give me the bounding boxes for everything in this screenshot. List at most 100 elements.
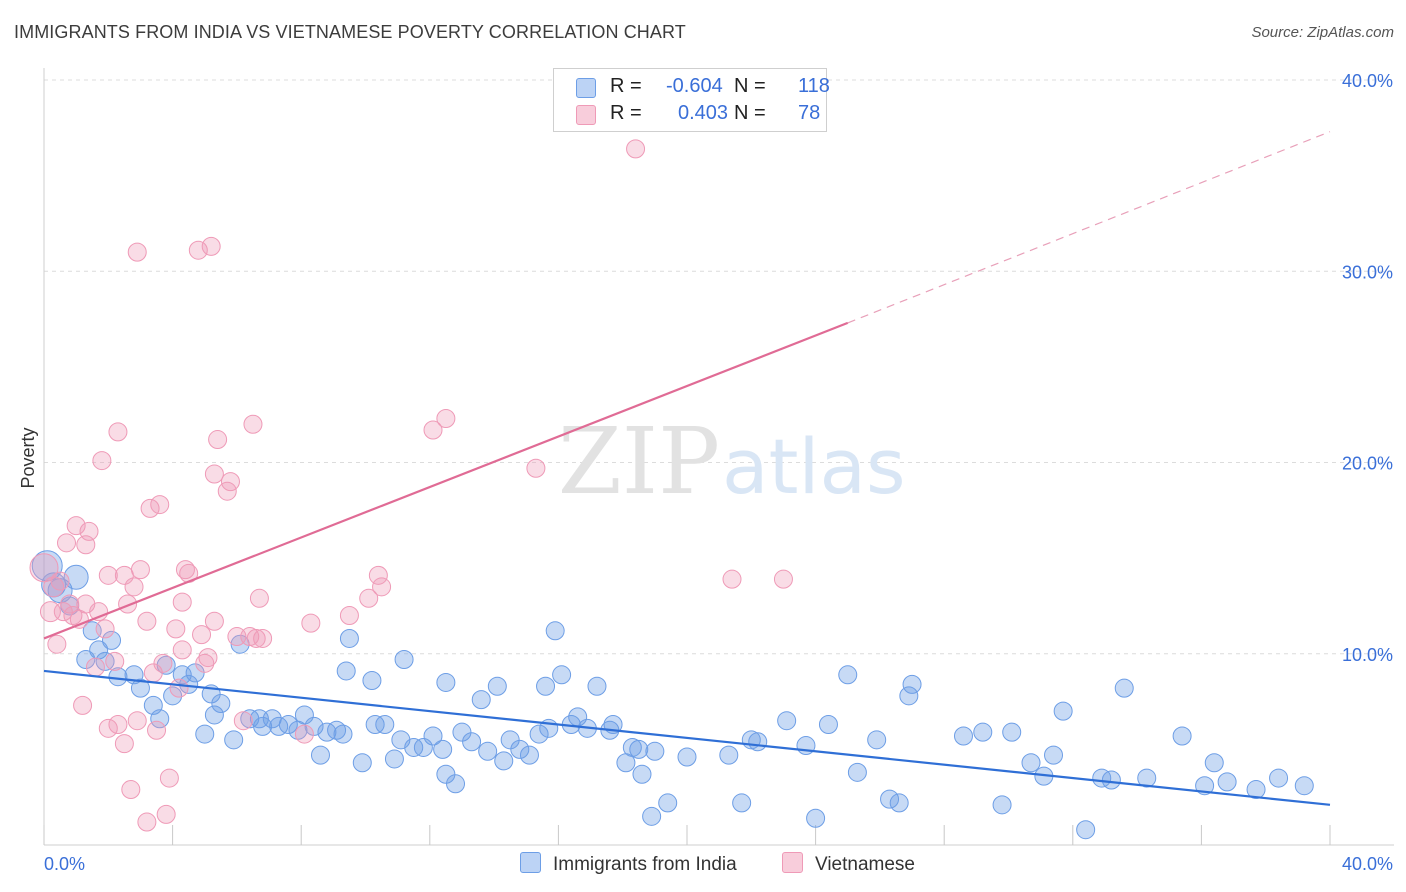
x-tick-label: 0.0% <box>44 854 85 874</box>
point-india <box>529 724 549 744</box>
bottom-legend-swatch-india <box>520 852 541 873</box>
source-label: Source: ZipAtlas.com <box>1251 24 1394 41</box>
legend-r-value: -0.604 <box>666 75 723 97</box>
point-vietnamese <box>249 588 269 608</box>
point-vietnamese <box>95 619 115 639</box>
point-india <box>1114 678 1134 698</box>
point-vietnamese <box>47 634 67 654</box>
point-vietnamese <box>57 533 77 553</box>
point-india <box>63 564 89 590</box>
point-india <box>748 732 768 752</box>
bottom-legend-swatch-vietnamese <box>782 852 803 873</box>
point-vietnamese <box>301 613 321 633</box>
data-points <box>29 99 1314 840</box>
point-vietnamese <box>204 464 224 484</box>
legend-r-label: R = <box>610 102 642 124</box>
point-india <box>1172 726 1192 746</box>
point-india <box>317 722 337 742</box>
legend: R = -0.604 N = 118 R = 0.403 N = 78 <box>553 68 830 132</box>
legend-swatch-india <box>576 78 596 98</box>
point-india <box>889 793 909 813</box>
point-vietnamese <box>436 409 456 429</box>
point-india <box>1294 776 1314 796</box>
point-india <box>384 749 404 769</box>
point-vietnamese <box>159 768 179 788</box>
bottom-legend-india: Immigrants from India <box>520 852 737 876</box>
legend-n-label: N = <box>734 102 766 124</box>
point-vietnamese <box>201 236 221 256</box>
point-vietnamese <box>339 606 359 625</box>
point-india <box>1002 722 1022 742</box>
point-vietnamese <box>233 711 253 731</box>
point-india <box>847 762 867 782</box>
point-vietnamese <box>253 628 273 648</box>
bottom-legend-label-india: Immigrants from India <box>553 854 737 875</box>
point-india <box>536 676 556 696</box>
point-india <box>269 716 289 736</box>
point-india <box>494 751 514 771</box>
y-tick-label: 20.0% <box>1342 454 1393 474</box>
point-india <box>278 715 298 735</box>
point-india <box>436 764 456 784</box>
point-india <box>487 676 507 696</box>
y-tick-label: 40.0% <box>1342 71 1393 91</box>
point-india <box>587 676 607 696</box>
x-tick-label: 40.0% <box>1342 854 1393 874</box>
point-vietnamese <box>294 724 314 744</box>
point-vietnamese <box>73 695 93 715</box>
tick-labels: 10.0% 20.0% 30.0% 40.0% 0.0% 40.0% <box>44 71 1393 874</box>
point-india <box>150 709 170 729</box>
point-vietnamese <box>66 516 86 536</box>
gridlines <box>44 79 1394 655</box>
point-india <box>880 789 900 809</box>
point-vietnamese <box>423 420 443 440</box>
point-india <box>76 649 96 669</box>
point-india <box>204 705 224 725</box>
legend-n-label: N = <box>734 75 766 97</box>
point-india <box>552 665 572 685</box>
point-india <box>732 793 752 813</box>
point-vietnamese <box>195 653 215 673</box>
point-india <box>339 628 359 648</box>
point-india <box>452 722 472 742</box>
point-vietnamese <box>368 565 388 585</box>
point-india <box>95 651 115 671</box>
point-india <box>1021 753 1041 773</box>
point-india <box>645 741 665 761</box>
y-tick-label: 10.0% <box>1342 645 1393 665</box>
point-vietnamese <box>175 560 195 580</box>
point-india <box>108 667 128 687</box>
point-vietnamese <box>140 498 160 518</box>
point-vietnamese <box>114 734 134 754</box>
point-india <box>195 724 215 744</box>
point-vietnamese <box>98 718 118 738</box>
point-vietnamese <box>172 640 192 660</box>
point-india <box>1204 753 1224 773</box>
point-india <box>211 693 231 713</box>
point-vietnamese <box>150 495 170 515</box>
point-india <box>1044 745 1064 765</box>
trend-line-vietnamese <box>43 321 849 640</box>
point-vietnamese <box>137 812 157 832</box>
trend-line-vietnamese-extension <box>847 131 1331 324</box>
point-india <box>304 716 324 736</box>
point-india <box>629 739 649 759</box>
point-vietnamese <box>153 653 173 673</box>
point-vietnamese <box>359 588 379 608</box>
y-axis-label: Poverty <box>18 427 38 488</box>
point-india <box>224 730 244 750</box>
watermark-atlas: atlas <box>722 422 906 511</box>
axes <box>43 68 1394 846</box>
point-india <box>436 672 456 692</box>
point-india <box>838 665 858 685</box>
point-india <box>462 732 482 752</box>
point-vietnamese <box>169 678 189 698</box>
point-india <box>658 793 678 813</box>
point-vietnamese <box>722 569 742 589</box>
point-vietnamese <box>53 602 73 622</box>
point-vietnamese <box>79 521 99 541</box>
watermark-zip: ZIP <box>558 408 720 515</box>
point-india <box>1076 820 1096 840</box>
point-india <box>130 678 150 698</box>
